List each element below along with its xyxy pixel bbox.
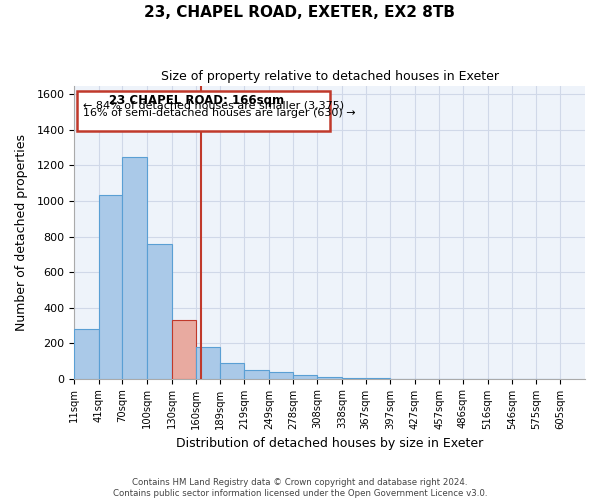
Text: ← 84% of detached houses are smaller (3,375): ← 84% of detached houses are smaller (3,…: [83, 100, 344, 110]
Title: Size of property relative to detached houses in Exeter: Size of property relative to detached ho…: [161, 70, 499, 83]
Y-axis label: Number of detached properties: Number of detached properties: [15, 134, 28, 330]
Text: 23, CHAPEL ROAD, EXETER, EX2 8TB: 23, CHAPEL ROAD, EXETER, EX2 8TB: [145, 5, 455, 20]
X-axis label: Distribution of detached houses by size in Exeter: Distribution of detached houses by size …: [176, 437, 483, 450]
Bar: [172, 320, 196, 378]
Text: 16% of semi-detached houses are larger (630) →: 16% of semi-detached houses are larger (…: [83, 108, 356, 118]
Bar: [293, 375, 317, 378]
Bar: [196, 348, 220, 378]
Bar: [122, 158, 147, 378]
Text: 23 CHAPEL ROAD: 166sqm: 23 CHAPEL ROAD: 166sqm: [109, 94, 284, 108]
Text: Contains HM Land Registry data © Crown copyright and database right 2024.
Contai: Contains HM Land Registry data © Crown c…: [113, 478, 487, 498]
Bar: [244, 370, 269, 378]
Bar: [220, 364, 244, 378]
Bar: [147, 244, 172, 378]
Bar: [269, 372, 293, 378]
Bar: [317, 377, 342, 378]
FancyBboxPatch shape: [77, 91, 331, 131]
Bar: [74, 329, 99, 378]
Bar: [99, 195, 122, 378]
